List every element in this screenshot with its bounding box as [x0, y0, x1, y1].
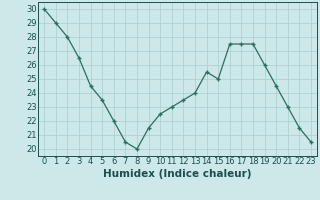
X-axis label: Humidex (Indice chaleur): Humidex (Indice chaleur)	[103, 169, 252, 179]
